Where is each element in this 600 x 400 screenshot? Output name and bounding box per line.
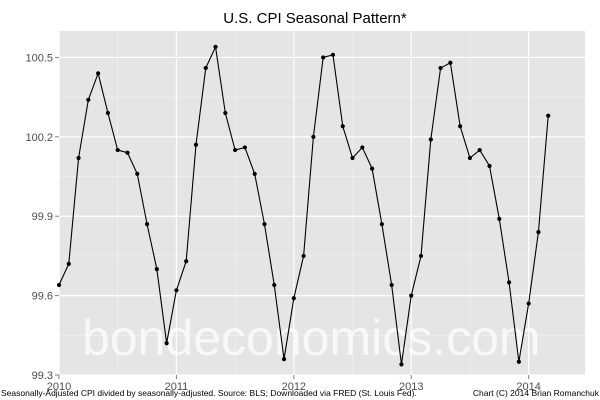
x-axis: 2010 2011 2012 2013 2014 bbox=[47, 375, 541, 393]
data-point bbox=[96, 71, 101, 76]
data-point bbox=[340, 124, 345, 129]
y-tick-label: 99.6 bbox=[32, 291, 53, 303]
minor-gridlines bbox=[59, 31, 585, 375]
data-point bbox=[66, 261, 71, 266]
copyright-note: Chart (C) 2014 Brian Romanchuk bbox=[473, 388, 600, 398]
data-point bbox=[409, 293, 414, 298]
x-tick-label: 2012 bbox=[282, 381, 306, 393]
data-point bbox=[379, 222, 384, 227]
y-tick-label: 100.5 bbox=[25, 52, 53, 64]
data-point bbox=[487, 163, 492, 169]
data-point bbox=[242, 145, 247, 150]
data-point bbox=[56, 282, 62, 288]
data-point bbox=[262, 222, 267, 227]
data-point bbox=[272, 282, 277, 288]
data-point bbox=[184, 259, 189, 264]
data-point bbox=[369, 166, 375, 171]
data-point bbox=[516, 359, 521, 364]
y-axis: 99.3 99.6 99.9 100.2 100.5 bbox=[25, 52, 59, 382]
data-point bbox=[311, 134, 316, 139]
data-point bbox=[213, 44, 218, 49]
data-point bbox=[301, 253, 306, 259]
data-point bbox=[105, 110, 111, 116]
x-tick-label: 2014 bbox=[516, 381, 540, 393]
data-point bbox=[448, 60, 453, 65]
data-point bbox=[174, 288, 179, 293]
data-point bbox=[233, 147, 238, 153]
data-point bbox=[546, 113, 551, 118]
data-point bbox=[526, 301, 531, 306]
data-point bbox=[252, 171, 257, 176]
data-point bbox=[164, 341, 169, 346]
data-point bbox=[135, 171, 140, 176]
chart-title: U.S. CPI Seasonal Pattern* bbox=[223, 10, 407, 27]
data-point bbox=[154, 267, 159, 272]
data-point bbox=[428, 137, 433, 142]
data-point bbox=[203, 65, 208, 71]
data-point bbox=[86, 97, 91, 102]
data-point bbox=[76, 155, 81, 161]
data-point bbox=[193, 142, 199, 147]
data-point bbox=[477, 147, 482, 153]
cpi-series-points bbox=[56, 44, 551, 367]
data-point bbox=[438, 65, 443, 71]
data-point bbox=[418, 253, 424, 259]
y-tick-label: 99.9 bbox=[32, 211, 53, 223]
data-point bbox=[115, 147, 120, 153]
data-point bbox=[223, 110, 228, 116]
x-tick-label: 2010 bbox=[47, 381, 71, 393]
watermark: bondeconomics.com bbox=[82, 310, 541, 366]
data-point bbox=[536, 230, 541, 235]
major-gridlines bbox=[58, 31, 585, 376]
data-point bbox=[291, 296, 296, 301]
data-point bbox=[330, 52, 336, 57]
data-point bbox=[321, 55, 326, 60]
data-point bbox=[506, 280, 512, 285]
plot-panel bbox=[59, 31, 585, 375]
data-point bbox=[281, 357, 287, 362]
data-point bbox=[350, 155, 355, 161]
y-tick-label: 99.3 bbox=[32, 370, 53, 382]
data-point bbox=[144, 222, 150, 227]
data-point bbox=[497, 216, 502, 221]
data-point bbox=[360, 145, 365, 150]
x-tick-label: 2011 bbox=[165, 381, 189, 393]
data-point bbox=[399, 362, 404, 367]
data-point bbox=[389, 282, 394, 288]
x-tick-label: 2013 bbox=[399, 381, 423, 393]
data-point bbox=[125, 150, 130, 155]
data-point bbox=[458, 124, 463, 129]
source-note: Seasonally-Adjusted CPI divided by seaso… bbox=[1, 388, 417, 398]
y-tick-label: 100.2 bbox=[25, 132, 53, 144]
data-point bbox=[467, 155, 473, 161]
